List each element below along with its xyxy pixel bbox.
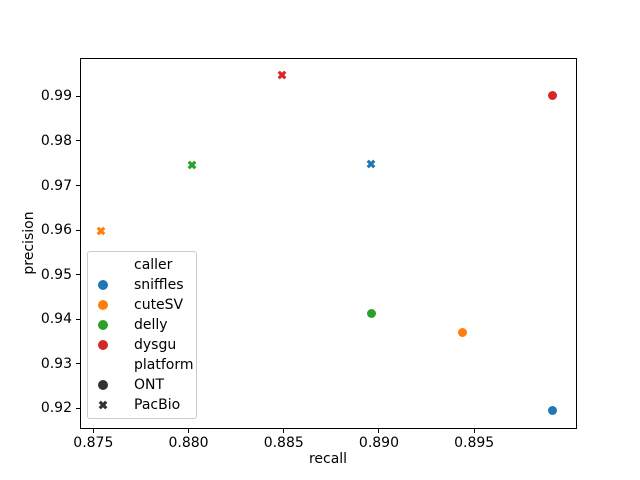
y-tick-label: 0.92	[40, 400, 72, 417]
y-axis-label: precision	[21, 211, 37, 275]
x-marker-icon	[96, 400, 110, 410]
y-tick-label: 0.96	[40, 222, 72, 239]
point-sniffles-PacBio	[366, 159, 376, 169]
legend-label: cuteSV	[134, 297, 184, 313]
point-cuteSV-PacBio	[96, 226, 106, 236]
legend-item-dysgu: dysgu	[88, 335, 196, 355]
y-tick-label: 0.93	[40, 355, 72, 372]
legend-label: ONT	[134, 377, 165, 393]
x-tick-mark	[188, 429, 190, 433]
y-tick-mark	[76, 140, 80, 142]
y-tick-label: 0.97	[40, 177, 72, 194]
y-tick-label: 0.94	[40, 311, 72, 328]
x-tick-mark	[283, 429, 285, 433]
legend-item-sniffles: sniffles	[88, 275, 196, 295]
x-tick-mark	[92, 429, 94, 433]
point-delly-ONT	[366, 308, 376, 318]
y-tick-mark	[76, 407, 80, 409]
circle-marker-icon	[96, 300, 110, 310]
point-cuteSV-ONT	[458, 327, 468, 337]
legend-item-PacBio: PacBio	[88, 395, 196, 415]
x-tick-mark	[473, 429, 475, 433]
legend-label: sniffles	[134, 277, 184, 293]
y-tick-label: 0.98	[40, 132, 72, 149]
x-tick-label: 0.880	[168, 435, 209, 451]
point-sniffles-ONT	[547, 405, 557, 415]
legend-label: dysgu	[134, 337, 177, 353]
x-tick-mark	[378, 429, 380, 433]
legend-label: caller	[134, 257, 173, 273]
x-tick-label: 0.890	[358, 435, 399, 451]
y-tick-mark	[76, 274, 80, 276]
circle-marker-icon	[96, 380, 110, 390]
point-dysgu-PacBio	[277, 70, 287, 80]
legend-item-cuteSV: cuteSV	[88, 295, 196, 315]
x-tick-label: 0.885	[263, 435, 304, 451]
point-delly-PacBio	[187, 160, 197, 170]
legend: caller sniffles cuteSV delly dysgu platform ON…	[87, 251, 197, 419]
y-tick-mark	[76, 229, 80, 231]
y-tick-mark	[76, 363, 80, 365]
legend-header-caller: caller	[88, 255, 196, 275]
circle-marker-icon	[96, 280, 110, 290]
y-tick-label: 0.99	[40, 88, 72, 105]
y-tick-mark	[76, 95, 80, 97]
legend-item-delly: delly	[88, 315, 196, 335]
x-axis-label: recall	[308, 451, 348, 467]
y-tick-label: 0.95	[40, 266, 72, 283]
legend-label: platform	[134, 357, 194, 373]
y-tick-mark	[76, 318, 80, 320]
legend-label: PacBio	[134, 397, 181, 413]
legend-header-platform: platform	[88, 355, 196, 375]
legend-item-ONT: ONT	[88, 375, 196, 395]
x-tick-label: 0.895	[454, 435, 495, 451]
legend-label: delly	[134, 317, 168, 333]
x-tick-label: 0.875	[73, 435, 114, 451]
point-dysgu-ONT	[547, 91, 557, 101]
y-tick-mark	[76, 185, 80, 187]
circle-marker-icon	[96, 340, 110, 350]
circle-marker-icon	[96, 320, 110, 330]
